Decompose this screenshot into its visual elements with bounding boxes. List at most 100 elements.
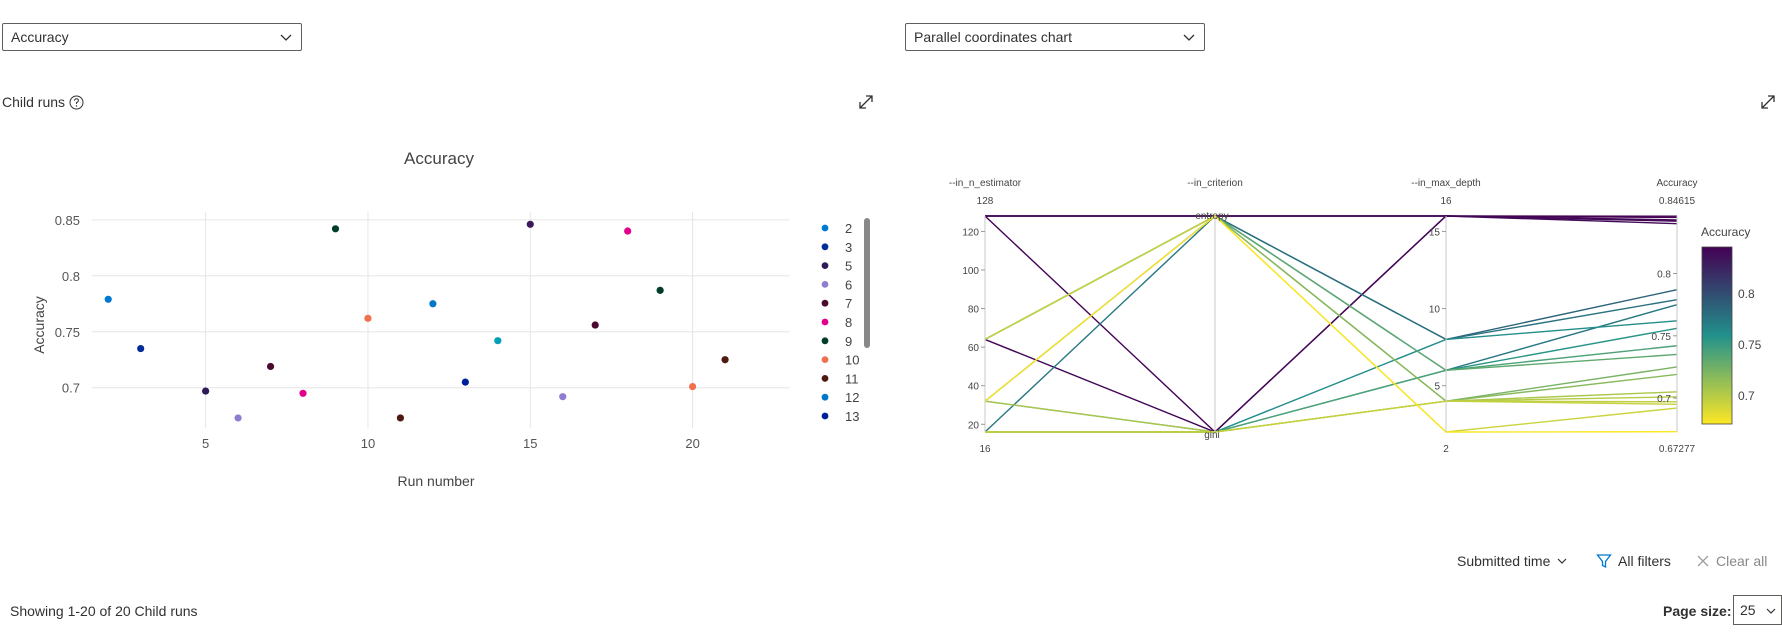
metric-dropdown-value: Accuracy: [11, 29, 69, 45]
page-size-value: 25: [1740, 602, 1756, 618]
category-label: entropy: [1195, 211, 1228, 222]
parallel-line[interactable]: [984, 215, 1678, 402]
parallel-line[interactable]: [985, 215, 1678, 225]
legend-item[interactable]: 2: [821, 221, 853, 236]
axis-tick-label: 0.75: [1652, 332, 1672, 343]
axis-bottom-value: 0.67277: [1659, 444, 1696, 455]
close-icon: [1697, 555, 1709, 567]
data-point[interactable]: [494, 337, 502, 345]
parallel-line[interactable]: [984, 391, 1678, 433]
legend-label: 13: [845, 409, 859, 424]
axis-tick-label: 0.8: [1657, 269, 1671, 280]
expand-icon[interactable]: [857, 93, 875, 111]
y-axis-label: Accuracy: [31, 296, 47, 354]
data-point[interactable]: [266, 362, 275, 371]
scatter-title: Accuracy: [404, 149, 474, 168]
legend-marker: [821, 281, 829, 288]
legend-marker: [821, 375, 829, 382]
colorbar-tick-label: 0.8: [1738, 287, 1755, 301]
colorbar-tick-label: 0.7: [1738, 389, 1755, 403]
legend-label: 8: [845, 315, 852, 330]
data-point[interactable]: [689, 382, 697, 391]
legend-item[interactable]: 3: [821, 240, 853, 255]
data-point[interactable]: [461, 378, 469, 386]
data-point[interactable]: [559, 393, 567, 401]
legend-label: 5: [845, 259, 852, 274]
y-tick-label: 0.8: [62, 269, 80, 284]
legend-label: 11: [845, 371, 859, 386]
parallel-coordinates-chart: --in_n_estimator1281612010080604020--in_…: [949, 178, 1762, 455]
filter-icon: [1596, 554, 1612, 569]
submitted-time-button[interactable]: Submitted time: [1457, 553, 1568, 569]
chart-type-dropdown[interactable]: Parallel coordinates chart: [905, 23, 1205, 51]
x-tick-label: 10: [361, 436, 375, 451]
data-point[interactable]: [396, 414, 405, 422]
legend-label: 9: [845, 334, 852, 349]
axis-bottom-value: 2: [1443, 444, 1449, 455]
legend-item[interactable]: 7: [821, 296, 853, 311]
data-point[interactable]: [624, 227, 632, 235]
data-point[interactable]: [591, 321, 599, 329]
legend-marker: [821, 318, 829, 326]
data-point[interactable]: [331, 225, 340, 233]
page-size-dropdown[interactable]: 25: [1733, 595, 1782, 625]
parallel-axis[interactable]: --in_n_estimator 128 16 120 100 80 60 40 20: [949, 178, 1022, 455]
legend-item[interactable]: 11: [821, 371, 859, 386]
data-point[interactable]: [526, 220, 534, 228]
data-point[interactable]: [202, 387, 210, 395]
data-point[interactable]: [104, 295, 112, 303]
y-tick-label: 0.75: [55, 325, 80, 340]
axis-label: --in_criterion: [1187, 178, 1243, 189]
x-axis-label: Run number: [397, 473, 474, 489]
legend-item[interactable]: 5: [821, 259, 853, 274]
legend-item[interactable]: 6: [821, 277, 853, 292]
legend-marker: [821, 243, 829, 251]
parallel-axis[interactable]: Accuracy 0.84615 0.67277 0.8 0.75 0.7: [1652, 178, 1698, 455]
parallel-line[interactable]: [985, 400, 1678, 433]
data-point[interactable]: [721, 356, 729, 364]
axis-tick-label: 10: [1429, 305, 1441, 316]
data-point[interactable]: [429, 300, 437, 308]
legend-marker: [821, 337, 829, 345]
legend-item[interactable]: 8: [821, 315, 853, 330]
colorbar-tick-label: 0.75: [1738, 338, 1762, 352]
axis-tick-label: 5: [1434, 382, 1440, 393]
axis-label: --in_n_estimator: [949, 178, 1022, 189]
page-size-label: Page size:: [1663, 603, 1732, 619]
accuracy-scatter-chart: Accuracy 0.85 0.8 0.75 0.7 5 10 15 20 Run numb…: [31, 149, 870, 489]
data-point[interactable]: [364, 314, 372, 322]
data-point[interactable]: [137, 344, 145, 353]
clear-all-button[interactable]: Clear all: [1696, 553, 1767, 569]
help-icon[interactable]: [69, 95, 84, 110]
legend-item[interactable]: 13: [821, 409, 860, 424]
legend-label: 6: [845, 277, 852, 292]
data-point[interactable]: [656, 286, 664, 294]
child-runs-label: Child runs: [2, 94, 84, 110]
data-point[interactable]: [299, 389, 307, 397]
all-filters-button[interactable]: All filters: [1596, 553, 1671, 569]
legend-marker: [821, 412, 829, 420]
chevron-down-icon: [280, 34, 292, 41]
colorbar-title: Accuracy: [1701, 225, 1750, 239]
legend-item[interactable]: 9: [821, 334, 853, 349]
legend-item[interactable]: 10: [821, 353, 860, 368]
axis-top-value: 128: [977, 196, 994, 207]
y-tick-label: 0.85: [55, 213, 80, 228]
legend-marker: [821, 262, 829, 269]
data-point[interactable]: [234, 414, 242, 422]
legend-marker: [821, 224, 829, 232]
parallel-line[interactable]: [984, 215, 1678, 433]
chart-type-dropdown-value: Parallel coordinates chart: [914, 29, 1072, 45]
legend-label: 12: [845, 390, 859, 405]
legend-item[interactable]: 12: [821, 390, 860, 405]
metric-dropdown[interactable]: Accuracy: [2, 23, 302, 51]
chevron-down-icon: [1766, 608, 1776, 614]
axis-tick-label: 60: [968, 343, 980, 354]
axis-tick-label: 0.7: [1657, 394, 1671, 405]
legend-scrollbar[interactable]: [864, 218, 870, 348]
parallel-axis[interactable]: --in_max_depth 16 2 15 10 5: [1411, 178, 1480, 455]
axis-tick-label: 100: [962, 266, 979, 277]
expand-icon[interactable]: [1759, 93, 1777, 111]
y-tick-label: 0.7: [62, 381, 80, 396]
